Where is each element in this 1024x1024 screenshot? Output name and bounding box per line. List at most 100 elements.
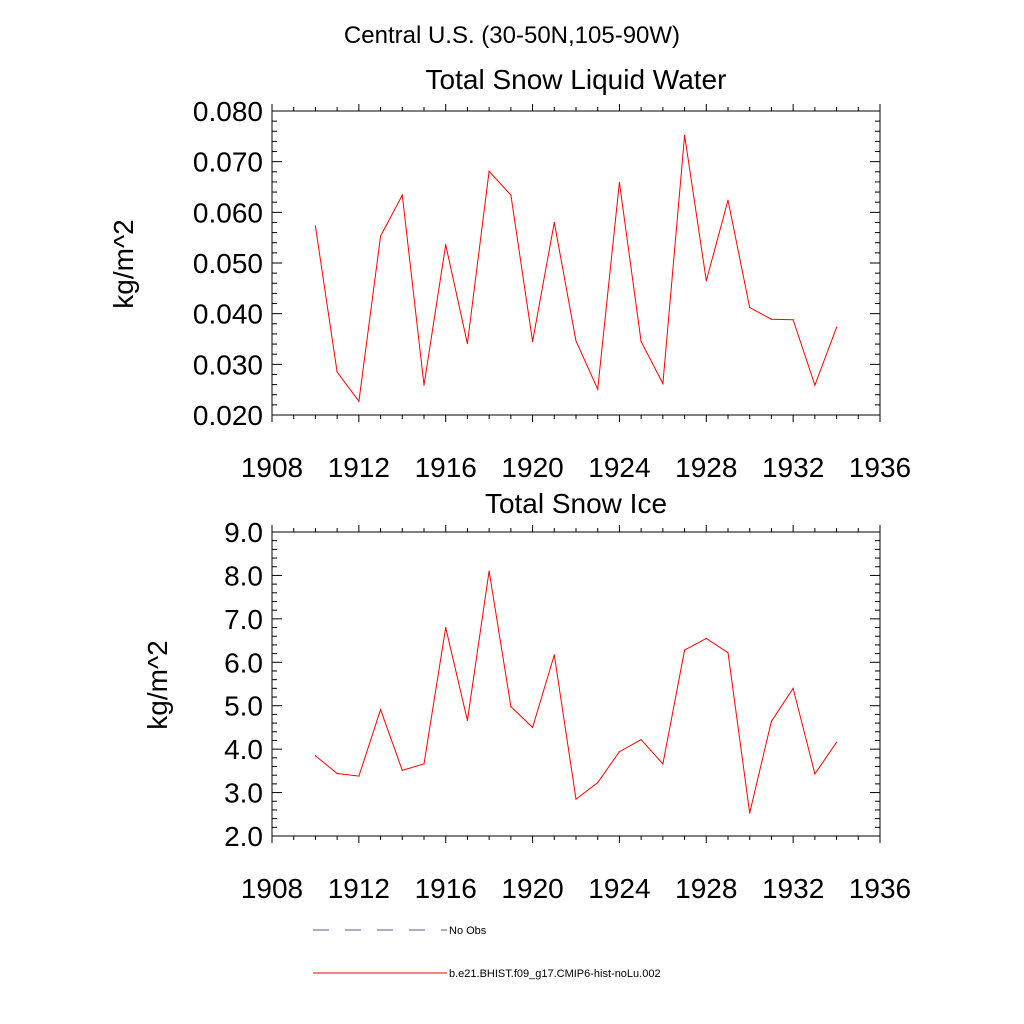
y-tick-label: 0.050 [193,248,263,279]
legend-label: b.e21.BHIST.f09_g17.CMIP6-hist-noLu.002 [449,968,661,980]
x-tick-label: 1924 [588,873,650,904]
panel-snow-ice: Total Snow Ice kg/m^2 1908 1912 1916 1920 19… [142,488,911,904]
data-point [770,720,773,722]
data-point [553,654,555,656]
data-point [792,687,794,689]
data-point [314,755,317,757]
x-tick-label: 1912 [328,452,390,483]
tick-marks [271,104,881,422]
x-tick-label: 1908 [241,873,303,904]
panel-snow-liquid-water: Total Snow Liquid Water kg/m^2 1908 1912 1… [108,64,911,483]
x-tick-label: 1936 [849,452,911,483]
data-point [727,652,729,654]
legend-item-no-obs: No Obs [313,925,487,937]
y-tick-label: 2.0 [224,821,263,852]
y-tick-label: 3.0 [224,778,263,809]
data-point [531,340,534,343]
data-point [379,235,382,237]
data-point [683,649,686,651]
data-point [401,194,403,196]
plot-frame [271,531,881,837]
x-tick-labels: 1908 1912 1916 1920 1924 1928 1932 1936 [241,873,911,904]
series-line [314,135,838,403]
data-point [597,388,599,390]
y-tick-label: 0.060 [193,197,263,228]
data-point [814,384,816,386]
panel-title: Total Snow Liquid Water [426,64,727,95]
data-point [466,342,469,345]
x-tick-labels: 1908 1912 1916 1920 1924 1928 1932 1936 [241,452,911,483]
data-point [792,319,794,321]
series-group [314,570,838,814]
y-tick-label: 4.0 [224,734,263,765]
data-point [597,781,599,784]
data-point [575,798,577,800]
legend: No Obs b.e21.BHIST.f09_g17.CMIP6-hist-no… [313,925,661,980]
x-tick-label: 1916 [415,452,477,483]
data-point [401,769,403,772]
data-point [336,772,338,775]
data-point [705,280,707,282]
data-point [683,134,686,136]
x-tick-label: 1932 [762,452,824,483]
data-point [727,199,729,201]
panel-title: Total Snow Ice [485,488,667,519]
data-point [531,726,534,729]
y-tick-label: 0.070 [193,147,263,178]
data-point [835,326,838,328]
data-point [358,400,360,402]
y-tick-label: 0.080 [193,96,263,127]
data-point [510,705,512,708]
data-point [749,306,751,309]
tick-marks [271,525,881,843]
data-point [466,719,469,722]
x-tick-label: 1920 [501,873,563,904]
data-point [575,340,577,342]
data-point [662,382,664,385]
x-tick-label: 1924 [588,452,650,483]
series-group [314,134,838,403]
y-tick-label: 7.0 [224,604,263,635]
data-point [358,775,360,777]
x-tick-label: 1912 [328,873,390,904]
data-point [705,637,707,640]
data-point [379,709,382,711]
x-tick-label: 1936 [849,873,911,904]
x-tick-label: 1908 [241,452,303,483]
series-line [315,571,838,814]
data-point [640,340,642,343]
y-tick-label: 0.040 [193,299,263,330]
y-tick-label: 9.0 [224,517,263,548]
data-point [770,318,773,320]
data-point [835,741,838,743]
y-tick-labels: 2.0 3.0 4.0 5.0 6.0 7.0 8.0 9.0 [224,517,263,852]
legend-item-model: b.e21.BHIST.f09_g17.CMIP6-hist-noLu.002 [313,968,661,980]
data-point [445,244,447,246]
legend-label: No Obs [449,925,487,937]
data-point [423,384,425,386]
data-point [814,773,816,775]
y-tick-label: 8.0 [224,560,263,591]
y-tick-label: 0.030 [193,349,263,380]
x-tick-label: 1916 [415,873,477,904]
data-point [553,221,555,224]
y-axis-label: kg/m^2 [142,640,173,729]
data-point [618,181,621,184]
data-point [510,194,512,196]
data-point [423,763,425,765]
y-tick-label: 5.0 [224,691,263,722]
y-tick-label: 0.020 [193,400,263,431]
data-point [445,626,447,629]
y-tick-labels: 0.020 0.030 0.040 0.050 0.060 0.070 0.080 [193,96,263,431]
data-point [662,763,664,765]
x-tick-label: 1928 [675,873,737,904]
data-point [336,371,338,373]
data-point [640,738,642,741]
data-point [618,751,621,753]
figure-title: Central U.S. (30-50N,105-90W) [344,22,680,49]
x-tick-label: 1928 [675,452,737,483]
data-point [749,812,751,814]
y-axis-label: kg/m^2 [108,219,139,308]
y-tick-label: 6.0 [224,647,263,678]
